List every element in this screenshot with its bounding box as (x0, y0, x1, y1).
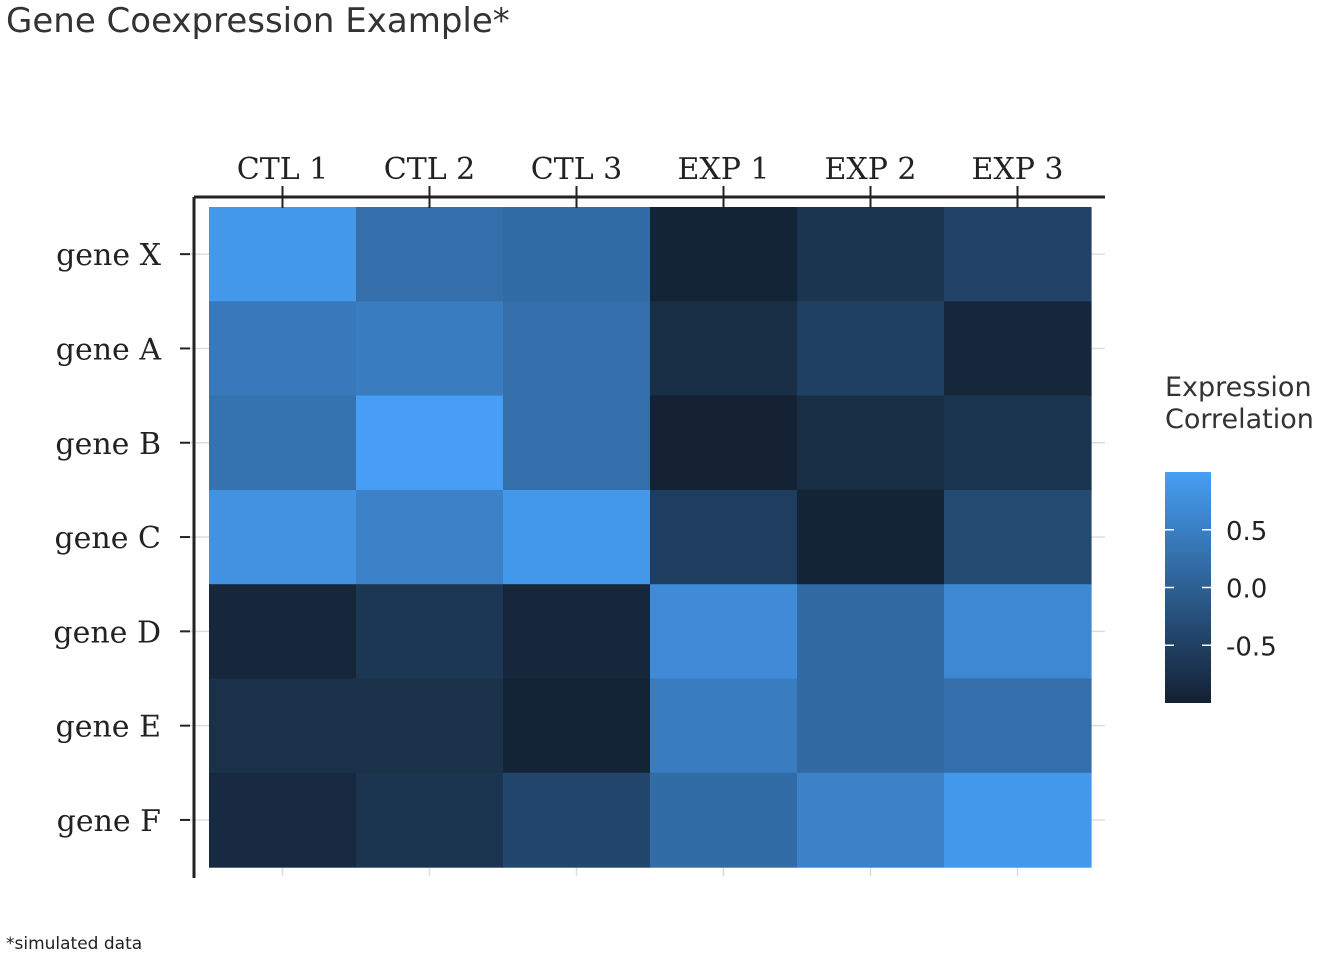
heatmap-cell (503, 301, 651, 397)
heatmap-cell (356, 301, 504, 397)
y-tick-label: gene F (57, 804, 161, 839)
heatmap-cell (356, 395, 504, 491)
heatmap-cell (944, 489, 1092, 585)
heatmap-cell (797, 301, 945, 397)
legend-break-label: 0.5 (1226, 517, 1267, 547)
chart-caption: *simulated data (6, 934, 143, 954)
heatmap-cell (356, 678, 504, 774)
heatmap-cell (503, 584, 651, 680)
heatmap-cell (209, 772, 357, 868)
heatmap-cell (209, 584, 357, 680)
heatmap-cell (944, 772, 1092, 868)
x-tick-label: CTL 3 (531, 152, 623, 187)
y-tick-label: gene X (56, 238, 162, 273)
heatmap-cell (797, 489, 945, 585)
y-tick-label: gene C (54, 521, 161, 556)
heatmap-cell (650, 678, 798, 774)
heatmap-cell (797, 207, 945, 302)
heatmap-cell (944, 301, 1092, 397)
heatmap-cell (209, 678, 357, 774)
heatmap-cell (944, 395, 1092, 491)
heatmap-cell (944, 678, 1092, 774)
heatmap-cell (503, 395, 651, 491)
x-tick-label: EXP 2 (824, 152, 916, 187)
heatmap-cell (356, 584, 504, 680)
heatmap-cell (797, 584, 945, 680)
heatmap-cell (356, 207, 504, 302)
heatmap-cell (797, 395, 945, 491)
chart-title: Gene Coexpression Example* (6, 1, 510, 41)
heatmap-cell (944, 584, 1092, 680)
heatmap-cell (650, 772, 798, 868)
legend-break-label: -0.5 (1226, 632, 1277, 662)
legend-title: Expression (1165, 372, 1312, 403)
heatmap-cell (356, 489, 504, 585)
heatmap-cell (797, 678, 945, 774)
x-tick-label: EXP 3 (971, 152, 1063, 187)
heatmap-cell (650, 207, 798, 302)
heatmap-cell (650, 584, 798, 680)
heatmap-cell (797, 772, 945, 868)
heatmap-cell (503, 678, 651, 774)
y-tick-label: gene A (56, 332, 162, 367)
legend-title: Correlation (1165, 404, 1314, 435)
x-tick-label: CTL 2 (384, 152, 476, 187)
heatmap-cell (209, 301, 357, 397)
heatmap-cell (944, 207, 1092, 302)
heatmap-cell (503, 489, 651, 585)
y-tick-label: gene D (53, 615, 161, 650)
x-tick-label: EXP 1 (677, 152, 769, 187)
heatmap-cell (650, 301, 798, 397)
heatmap-cell (503, 772, 651, 868)
legend-break-label: 0.0 (1226, 575, 1267, 605)
x-tick-label: CTL 1 (237, 152, 329, 187)
heatmap-cell (356, 772, 504, 868)
y-tick-label: gene B (55, 427, 161, 462)
heatmap-cell (209, 395, 357, 491)
heatmap-cell (503, 207, 651, 302)
heatmap-cell (209, 489, 357, 585)
heatmap-cell (209, 207, 357, 302)
y-tick-label: gene E (56, 710, 161, 745)
heatmap-cell (650, 489, 798, 585)
heatmap-cell (650, 395, 798, 491)
